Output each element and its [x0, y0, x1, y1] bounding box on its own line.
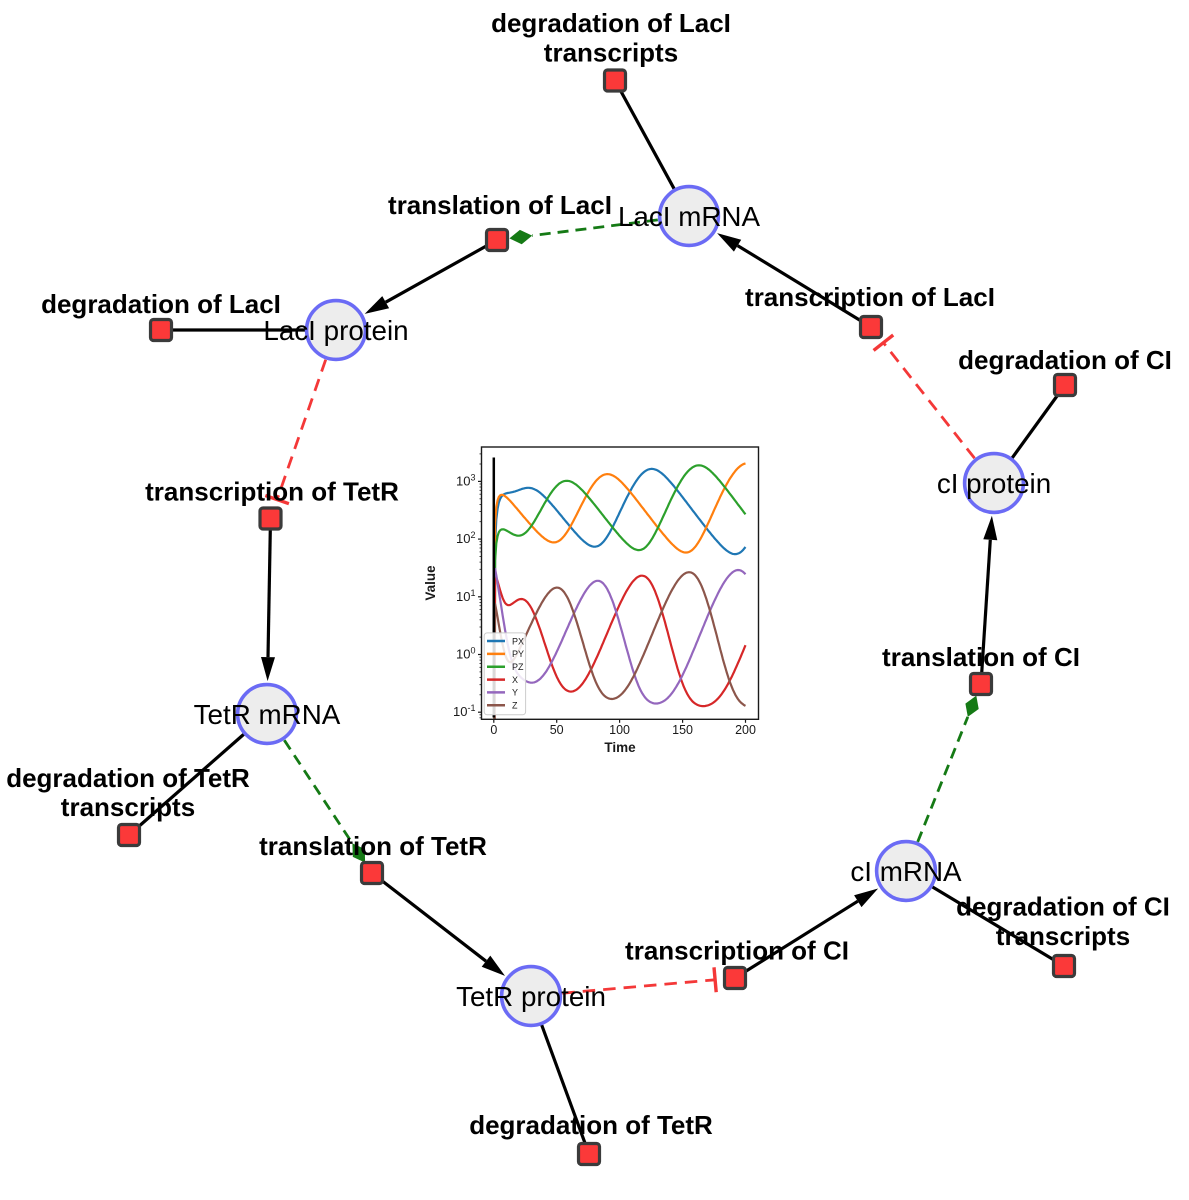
svg-text:Value: Value [423, 565, 438, 601]
svg-text:cI protein: cI protein [937, 468, 1051, 499]
svg-text:Z: Z [512, 701, 518, 711]
svg-text:translation of LacI: translation of LacI [388, 190, 612, 220]
svg-text:TetR mRNA: TetR mRNA [194, 699, 341, 730]
svg-text:translation of TetR: translation of TetR [259, 831, 487, 861]
svg-text:LacI mRNA: LacI mRNA [618, 201, 761, 232]
svg-text:100: 100 [609, 723, 630, 737]
svg-text:TetR protein: TetR protein [456, 981, 606, 1012]
svg-text:transcripts: transcripts [544, 38, 678, 68]
svg-text:degradation of TetR: degradation of TetR [469, 1110, 713, 1140]
svg-text:X: X [512, 675, 518, 685]
svg-text:cI mRNA: cI mRNA [850, 856, 962, 887]
svg-text:Y: Y [512, 688, 518, 698]
svg-text:degradation of CI: degradation of CI [956, 892, 1170, 922]
svg-text:transcripts: transcripts [61, 792, 195, 822]
svg-text:200: 200 [735, 723, 756, 737]
svg-text:0: 0 [490, 723, 497, 737]
svg-text:50: 50 [550, 723, 564, 737]
svg-text:PZ: PZ [512, 662, 524, 672]
svg-text:transcription of CI: transcription of CI [625, 936, 849, 966]
svg-text:degradation of CI: degradation of CI [958, 345, 1172, 375]
svg-text:PX: PX [512, 636, 524, 646]
svg-text:150: 150 [672, 723, 693, 737]
svg-text:transcription of TetR: transcription of TetR [145, 477, 399, 507]
svg-text:Time: Time [604, 740, 636, 755]
svg-text:transcripts: transcripts [996, 921, 1130, 951]
svg-text:degradation of TetR: degradation of TetR [6, 763, 250, 793]
svg-text:degradation of LacI: degradation of LacI [491, 8, 731, 38]
svg-text:LacI protein: LacI protein [263, 315, 408, 346]
svg-text:degradation of LacI: degradation of LacI [41, 289, 281, 319]
svg-text:transcription of LacI: transcription of LacI [745, 282, 995, 312]
svg-text:PY: PY [512, 649, 524, 659]
svg-text:translation of CI: translation of CI [882, 642, 1080, 672]
